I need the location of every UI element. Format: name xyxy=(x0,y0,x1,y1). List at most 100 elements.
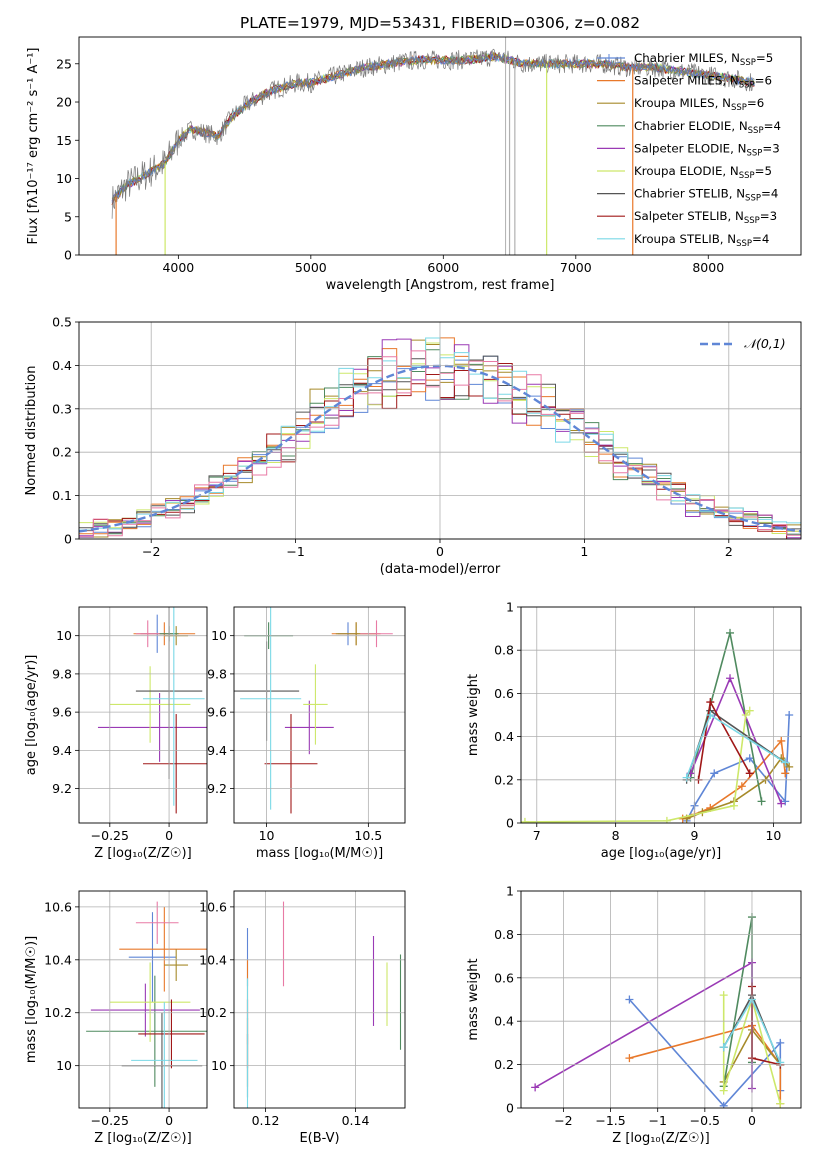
y-axis-label: mass [log₁₀(M/M☉)] xyxy=(24,936,39,1063)
panels: 4000 5000 6000 7000 80000510152025wavelength… xyxy=(24,36,802,1146)
y-tick-label: 10 xyxy=(211,628,227,643)
y-tick-label: 20 xyxy=(56,95,72,110)
x-tick-label: −2 xyxy=(554,1113,572,1128)
observed-spectrum-line xyxy=(111,48,755,219)
y-axis-label: mass weight xyxy=(466,674,481,756)
spectrum-plot xyxy=(111,37,755,255)
spectrum-panel: 4000 5000 6000 7000 8000 0 5 10 15 20 25 wavelength… xyxy=(26,36,802,293)
y-tick-label: 0 xyxy=(506,816,514,831)
y-tick-label: 10 xyxy=(56,171,72,186)
y-tick-label: 10.2 xyxy=(199,1005,227,1020)
y-tick-label: 9.8 xyxy=(52,666,72,681)
mass-weight-point xyxy=(719,991,728,1000)
x-axis-label: wavelength [Angstrom, rest frame] xyxy=(326,278,555,293)
x-tick-label: 10 xyxy=(765,828,781,843)
y-axis-label: Flux [fλ10⁻¹⁷ erg cm⁻² s⁻¹ A⁻¹] xyxy=(26,48,41,245)
x-axis-label: (data-model)/error xyxy=(380,562,501,577)
mass-weight-point xyxy=(706,698,715,707)
mass-weight-point xyxy=(710,769,719,778)
y-tick-label: 10.4 xyxy=(44,952,72,967)
x-axis-label: Z [log₁₀(Z/Z☉)] xyxy=(94,1131,191,1146)
x-tick-label: −2 xyxy=(142,544,160,559)
mass-vs-Z-plot xyxy=(86,901,207,1108)
x-tick-label: 10.5 xyxy=(354,828,382,843)
legend-label: Salpeter ELODIE, NSSP=3 xyxy=(634,141,780,158)
y-tick-label: 5 xyxy=(64,209,72,224)
x-tick-label: 0.12 xyxy=(252,1113,280,1128)
y-tick-label: 0.1 xyxy=(52,488,72,503)
x-tick-label: 0 xyxy=(165,828,173,843)
legend-label: Kroupa ELODIE, NSSP=5 xyxy=(634,164,772,181)
y-tick-label: 1 xyxy=(506,884,514,899)
massweight-vs-age-plot xyxy=(521,628,794,823)
y-tick-label: 15 xyxy=(56,133,72,148)
age-vs-mass-panel: 10 10.5 9.2 9.4 9.6 9.8 10 mass [log₁₀(M/M☉)] xyxy=(207,606,406,861)
y-tick-label: 0.8 xyxy=(494,927,514,942)
x-tick-label: 6000 xyxy=(427,260,459,275)
mass-weight-point xyxy=(719,1086,728,1095)
y-tick-label: 0.3 xyxy=(52,401,72,416)
mass-weight-point xyxy=(521,817,529,823)
age-vs-Z-plot xyxy=(97,607,207,814)
mass-vs-EBV-plot xyxy=(246,901,402,1108)
axes-frame xyxy=(78,890,208,1109)
age-vs-Z-panel: −0.25 0 9.2 9.4 9.6 9.8 10 Z [log₁₀(Z/Z☉)] age [… xyxy=(24,606,208,861)
y-axis-label: age [log₁₀(age/yr)] xyxy=(24,655,39,776)
mass-weight-point xyxy=(776,1058,785,1067)
mass-weight-point xyxy=(737,782,746,791)
y-tick-label: 0.2 xyxy=(494,772,514,787)
mass-weight-point xyxy=(719,1043,728,1052)
x-tick-label: −0.25 xyxy=(91,1113,129,1128)
mass-weight-series xyxy=(722,995,782,1104)
x-tick-label: 8 xyxy=(612,828,620,843)
y-tick-label: 0.4 xyxy=(52,358,72,373)
y-tick-label: 10.6 xyxy=(199,899,227,914)
x-tick-label: 0.14 xyxy=(342,1113,370,1128)
mass-weight-point xyxy=(719,1101,728,1108)
axes-frame xyxy=(78,606,208,824)
x-axis-label: mass [log₁₀(M/M☉)] xyxy=(256,846,383,861)
mass-weight-point xyxy=(706,711,715,719)
axes-frame xyxy=(233,606,406,824)
x-tick-label: −0.25 xyxy=(91,828,129,843)
x-tick-label: 8000 xyxy=(692,260,724,275)
x-tick-label: −0.5 xyxy=(690,1113,720,1128)
legend-label: 𝒩(0,1) xyxy=(744,336,786,351)
legend-label: Chabrier STELIB, NSSP=4 xyxy=(634,187,778,204)
mass-weight-point xyxy=(745,769,754,778)
axes-frame xyxy=(520,606,802,824)
axes-frame xyxy=(78,321,802,540)
y-tick-label: 9.2 xyxy=(207,781,227,796)
x-tick-label: −1 xyxy=(286,544,304,559)
y-tick-label: 9.2 xyxy=(52,781,72,796)
x-tick-label: 2 xyxy=(725,544,733,559)
massweight-vs-Z-panel: −2 −1.5 −1 −0.5 0 0 0.2 0.4 0.6 0.8 1 Z [log₁₀(Z/Z☉… xyxy=(466,884,802,1146)
mass-weight-point xyxy=(682,773,691,782)
y-tick-label: 0.2 xyxy=(494,1057,514,1072)
legend-label: Chabrier ELODIE, NSSP=4 xyxy=(634,119,781,136)
mass-weight-series xyxy=(629,1024,782,1104)
mass-weight-point xyxy=(776,1038,785,1047)
spectrum-legend: Chabrier MILES, NSSP=5 Salpeter MILES, NS… xyxy=(597,51,781,249)
mass-weight-point xyxy=(625,1054,634,1063)
x-axis-label: Z [log₁₀(Z/Z☉)] xyxy=(94,846,191,861)
y-tick-label: 9.6 xyxy=(207,705,227,720)
x-tick-label: 5000 xyxy=(295,260,327,275)
y-tick-label: 0.6 xyxy=(494,686,514,701)
model-spectrum-line xyxy=(111,51,755,203)
y-axis-label: Normed distribution xyxy=(24,366,39,496)
x-tick-label: 9 xyxy=(691,828,699,843)
x-tick-label: −1 xyxy=(648,1113,666,1128)
x-tick-label: 0 xyxy=(436,544,444,559)
x-tick-label: 4000 xyxy=(162,260,194,275)
axes-frame xyxy=(520,890,802,1109)
mass-weight-point xyxy=(785,711,794,719)
y-tick-label: 0 xyxy=(64,248,72,263)
mass-weight-series xyxy=(524,710,751,823)
mass-weight-point xyxy=(662,816,671,823)
y-tick-label: 0.4 xyxy=(494,1014,514,1029)
mass-weight-point xyxy=(745,754,754,763)
x-axis-label: age [log₁₀(age/yr)] xyxy=(601,846,722,861)
legend-marker xyxy=(605,54,613,62)
